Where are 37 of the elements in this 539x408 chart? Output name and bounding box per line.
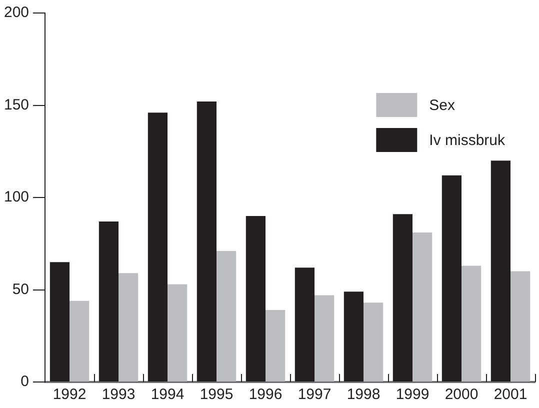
x-tick-label: 1993 [102, 386, 136, 404]
bar [246, 216, 266, 382]
x-tick-label: 1995 [200, 386, 234, 404]
bar [216, 251, 236, 382]
legend-label: Iv missbruk [429, 132, 506, 150]
bar [412, 232, 432, 382]
x-tick-label: 2001 [494, 386, 528, 404]
bar [148, 112, 168, 382]
bar [266, 310, 286, 382]
bar [364, 302, 384, 382]
bar [344, 292, 364, 382]
bar [118, 273, 138, 382]
bar [490, 160, 510, 382]
bar [168, 284, 188, 382]
x-tick-label: 1998 [346, 386, 380, 404]
y-tick-label: 100 [4, 188, 30, 206]
x-tick-label: 1997 [298, 386, 332, 404]
x-tick-label: 1992 [52, 386, 86, 404]
legend-label: Sex [429, 97, 456, 114]
bar [392, 214, 413, 382]
bar [314, 295, 334, 382]
x-tick-label: 1994 [150, 386, 184, 404]
bar [70, 300, 90, 382]
x-tick-label: 1999 [396, 386, 430, 404]
x-tick-label: 1996 [248, 386, 282, 404]
y-tick-label: 150 [4, 96, 30, 114]
bar [462, 266, 482, 382]
bar [442, 175, 462, 382]
bar [196, 102, 217, 382]
bar [98, 221, 119, 382]
bar [294, 268, 315, 382]
x-tick-label: 2000 [444, 386, 478, 404]
y-tick-label: 0 [20, 373, 30, 390]
y-tick-label: 200 [4, 4, 30, 22]
bar [50, 262, 70, 382]
y-tick-label: 50 [12, 280, 30, 298]
bar [510, 271, 530, 382]
